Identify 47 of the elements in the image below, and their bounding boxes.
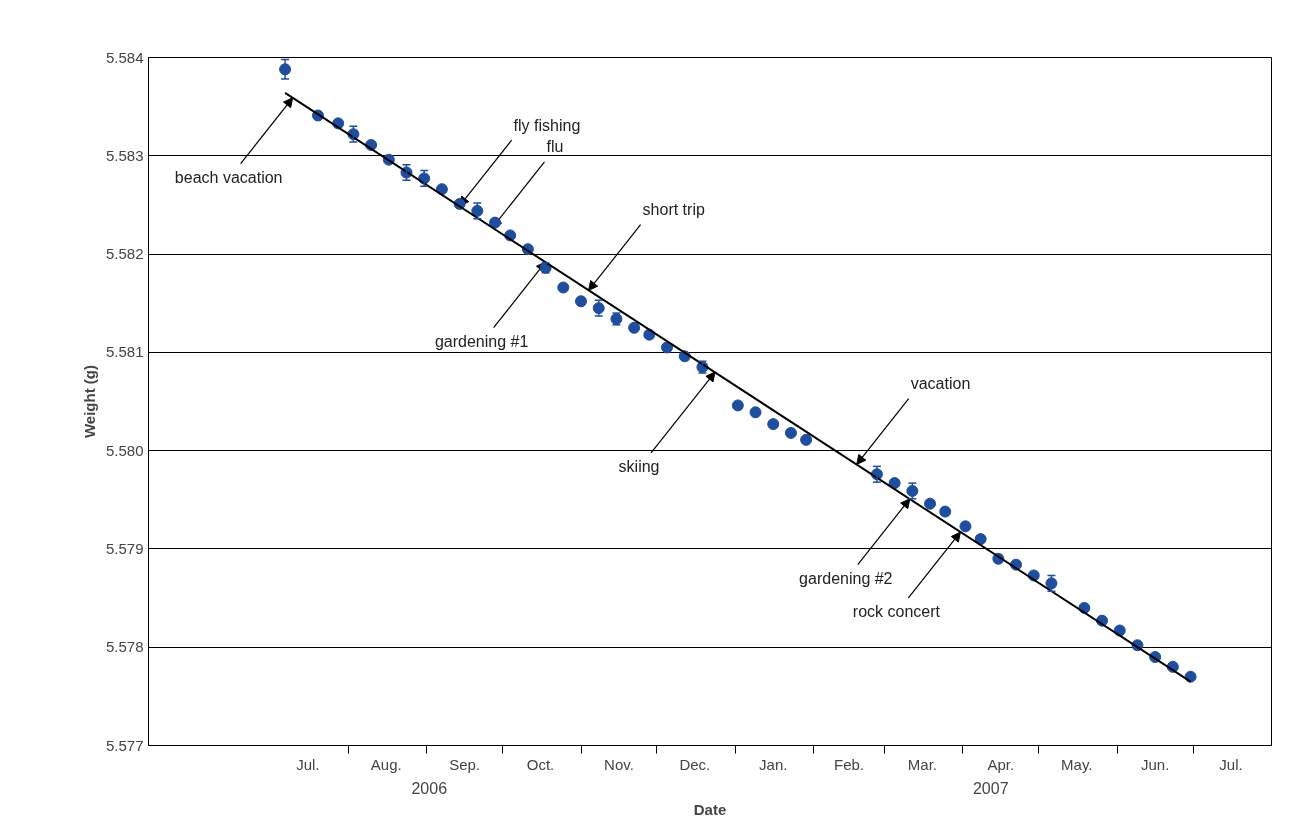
x-tick-label: Aug. [370, 755, 402, 773]
point [661, 341, 673, 354]
y-tick-label: 5.584 [105, 48, 144, 66]
x-tick-label: Sep. [449, 755, 481, 773]
annotation: fly fishing [513, 116, 581, 134]
annotation: beach vacation [174, 168, 283, 186]
x-tick-label: Jul. [296, 755, 320, 773]
point [628, 321, 641, 334]
x-tick-label: Jan. [759, 755, 788, 773]
point [959, 520, 972, 533]
annotation: short trip [642, 201, 705, 219]
y-axis-title: Weight (g) [80, 364, 98, 439]
x-tick-label: Nov. [604, 755, 634, 773]
text: 2007 [972, 779, 1009, 797]
point [557, 281, 570, 294]
y-tick-label: 5.582 [105, 245, 144, 263]
x-tick-label: Jul. [1219, 755, 1243, 773]
point [784, 426, 797, 439]
x-tick-label: Apr. [987, 755, 1015, 773]
annotation: gardening #1 [434, 332, 529, 350]
point [575, 295, 588, 308]
x-axis-title: Date [693, 800, 727, 818]
y-tick-label: 5.580 [105, 441, 144, 459]
point [888, 477, 901, 490]
y-tick-label: 5.577 [105, 736, 144, 754]
point [800, 433, 813, 446]
x-tick-label: Dec. [679, 755, 711, 773]
annotation: flu [546, 138, 564, 156]
annotation: rock concert [852, 603, 941, 621]
annotation: skiing [618, 458, 660, 476]
y-tick-label: 5.583 [105, 146, 144, 164]
x-tick-label: Feb. [834, 755, 865, 773]
x-tick-label: Jun. [1140, 755, 1170, 773]
y-tick-label: 5.578 [105, 638, 144, 656]
annotation: gardening #2 [799, 569, 893, 587]
annotation: vacation [910, 375, 971, 393]
text: 2006 [411, 779, 448, 797]
point [767, 418, 780, 431]
point [731, 399, 744, 412]
point [939, 505, 952, 518]
point [924, 497, 937, 510]
x-tick-label: Mar. [907, 755, 938, 773]
point [749, 406, 762, 419]
y-tick-label: 5.581 [105, 343, 144, 361]
x-tick-label: May. [1061, 755, 1093, 773]
y-tick-label: 5.579 [105, 539, 144, 557]
x-tick-label: Oct. [526, 755, 555, 773]
